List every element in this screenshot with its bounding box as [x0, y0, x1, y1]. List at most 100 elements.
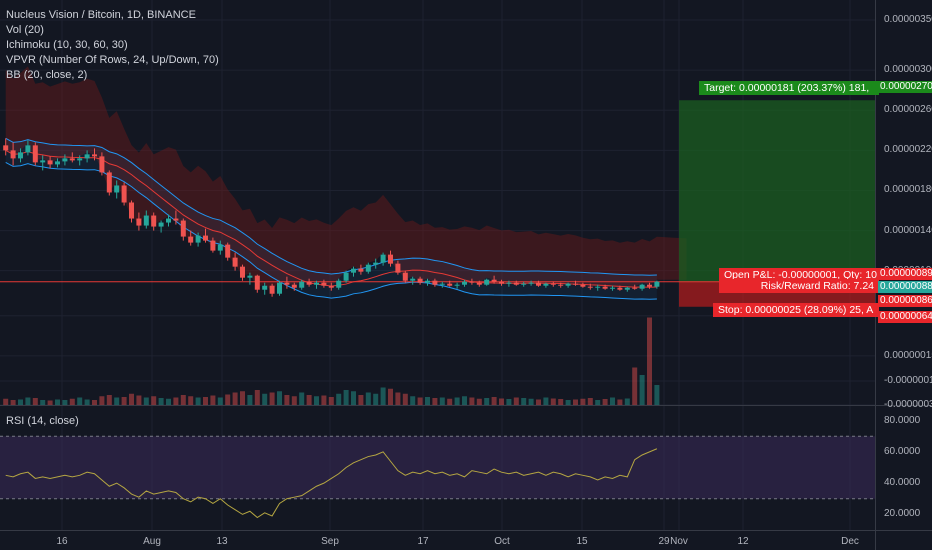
- candle-body: [32, 145, 38, 163]
- candle-body: [447, 283, 453, 286]
- volume-bar: [299, 392, 305, 405]
- volume-bar: [513, 397, 519, 405]
- volume-bar: [151, 396, 157, 405]
- candle-body: [513, 282, 519, 285]
- rr-label[interactable]: Risk/Reward Ratio: 7.24: [719, 279, 879, 293]
- symbol-title[interactable]: Nucleus Vision / Bitcoin, 1D, BINANCE: [6, 9, 196, 21]
- candle-body: [365, 264, 371, 272]
- price-tick-label: 0.00000260: [884, 104, 932, 116]
- time-tick-label: Oct: [494, 536, 510, 547]
- volume-bar: [654, 385, 660, 405]
- volume-bar: [565, 400, 571, 405]
- candle-body: [129, 202, 134, 219]
- price-tick-label: 0.00000220: [884, 144, 932, 156]
- candle-body: [617, 287, 623, 290]
- candle-body: [373, 262, 379, 265]
- pnl-label[interactable]: Open P&L: -0.00000001, Qty: 10: [719, 268, 879, 282]
- candle-body: [454, 284, 460, 286]
- candle-body: [306, 281, 312, 285]
- volume-bar: [114, 397, 120, 405]
- volume-bar: [365, 392, 371, 405]
- candle-body: [25, 145, 31, 153]
- candle-body: [639, 284, 645, 289]
- volume-bars: [3, 317, 660, 405]
- volume-bar: [240, 391, 245, 405]
- candle-body: [3, 145, 9, 151]
- volume-bar: [536, 399, 541, 405]
- volume-bar: [469, 397, 475, 405]
- candle-body: [84, 154, 90, 159]
- candle-body: [55, 161, 60, 165]
- stop-price-badge-b: 0.00000064: [878, 311, 932, 323]
- candle-body: [432, 280, 438, 285]
- candle-body: [180, 220, 186, 237]
- target-zone: [679, 100, 875, 282]
- volume-bar: [99, 396, 105, 405]
- time-tick-label: 13: [216, 536, 228, 547]
- volume-bar: [18, 399, 23, 405]
- candle-body: [521, 283, 527, 285]
- volume-bar: [617, 399, 623, 405]
- candle-body: [595, 286, 601, 288]
- bb-upper: [5, 137, 657, 276]
- volume-bar: [47, 400, 53, 405]
- candle-body: [151, 215, 157, 227]
- volume-bar: [343, 390, 349, 405]
- candle-body: [343, 272, 349, 281]
- volume-bar: [417, 397, 423, 405]
- rsi-tick-label: 20.0000: [884, 508, 921, 520]
- legend-ichimoku[interactable]: Ichimoku (10, 30, 60, 30): [6, 39, 128, 51]
- volume-bar: [558, 399, 564, 405]
- volume-bar: [491, 397, 497, 405]
- rsi-tick-label: 80.0000: [884, 414, 921, 426]
- volume-bar: [173, 397, 179, 405]
- volume-bar: [454, 397, 460, 405]
- volume-bar: [188, 396, 194, 405]
- volume-bar: [32, 398, 38, 405]
- volume-bar: [506, 399, 512, 405]
- candle-body: [166, 218, 171, 223]
- legend-vol[interactable]: Vol (20): [6, 24, 44, 36]
- price-tick-label: 0.00000015: [884, 349, 932, 361]
- volume-bar: [439, 397, 445, 405]
- candle-body: [47, 160, 53, 165]
- candle-body: [506, 282, 512, 284]
- volume-bar: [447, 398, 453, 405]
- volume-bar: [336, 393, 342, 405]
- candle-body: [358, 268, 364, 272]
- candle-body: [321, 282, 327, 286]
- candle-body: [136, 218, 142, 226]
- volume-bar: [358, 395, 364, 405]
- volume-bar: [602, 399, 608, 405]
- bb-fill: [5, 138, 657, 300]
- legend-vpvr[interactable]: VPVR (Number Of Rows, 24, Up/Down, 70): [6, 54, 219, 66]
- volume-bar: [92, 400, 97, 405]
- time-tick-label: Dec: [841, 536, 859, 547]
- volume-bar: [351, 391, 356, 405]
- candle-body: [654, 281, 660, 287]
- volume-bar: [410, 396, 416, 405]
- volume-bar: [121, 397, 127, 405]
- volume-bar: [314, 396, 319, 405]
- price-tick-label: 0.00000140: [884, 224, 932, 236]
- candle-body: [69, 158, 75, 161]
- candle-body: [77, 158, 83, 161]
- volume-bar: [269, 392, 275, 405]
- volume-bar: [195, 397, 201, 405]
- volume-bar: [143, 397, 149, 405]
- candle-body: [543, 283, 549, 286]
- volume-bar: [521, 398, 527, 405]
- volume-bar: [210, 395, 216, 405]
- target-label[interactable]: Target: 0.00000181 (203.37%) 181,: [699, 81, 879, 95]
- volume-bar: [217, 397, 223, 405]
- candle-body: [121, 185, 127, 203]
- volume-bar: [232, 392, 238, 405]
- volume-bar: [425, 397, 430, 405]
- time-tick-label: 16: [56, 536, 68, 547]
- candle-body: [536, 282, 541, 286]
- stop-label[interactable]: Stop: 0.00000025 (28.09%) 25, A: [713, 303, 879, 317]
- volume-bar: [3, 398, 9, 405]
- rsi-legend[interactable]: RSI (14, close): [6, 415, 79, 427]
- legend-bb[interactable]: BB (20, close, 2): [6, 69, 88, 81]
